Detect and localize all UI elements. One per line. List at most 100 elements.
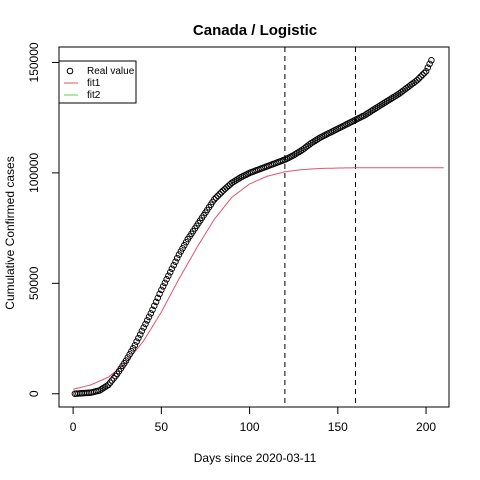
real-value-point: [142, 320, 149, 328]
real-value-point: [218, 189, 225, 196]
real-value-point: [313, 136, 320, 144]
real-value-point: [378, 101, 386, 108]
real-value-point: [415, 75, 423, 82]
real-value-point: [315, 135, 322, 142]
x-tick-label: 100: [240, 420, 260, 434]
y-axis-label: Cumulative Confirmed cases: [3, 156, 17, 309]
real-value-point: [426, 60, 433, 68]
real-value-point: [311, 137, 319, 145]
y-axis: 0 50000 100000 150000: [27, 42, 60, 397]
real-value-point: [295, 148, 303, 156]
real-value-point: [392, 92, 400, 99]
real-value-point: [382, 98, 389, 106]
real-value-point: [292, 150, 299, 158]
real-value-point: [383, 97, 391, 105]
fit-lines: [72, 167, 444, 390]
real-value-point: [380, 100, 387, 107]
real-value-point: [175, 251, 183, 258]
legend-marker-real-value: [66, 67, 74, 75]
chart-title: Canada / Logistic: [193, 22, 317, 39]
real-value-point: [126, 351, 133, 358]
y-tick-label: 150000: [27, 42, 41, 82]
real-value-point: [152, 298, 160, 306]
real-value-point: [362, 111, 370, 118]
real-value-point: [211, 196, 218, 203]
x-tick-label: 200: [416, 420, 436, 434]
real-value-point: [136, 331, 144, 338]
real-value-point: [369, 106, 377, 114]
real-value-point: [376, 102, 384, 109]
y-tick-label: 50000: [27, 266, 41, 300]
real-value-point: [228, 179, 236, 187]
x-tick-label: 150: [328, 420, 348, 434]
x-axis-label: Days since 2020-03-11: [194, 451, 317, 465]
real-value-point: [419, 71, 426, 79]
real-value-point: [99, 384, 107, 392]
real-value-point: [181, 242, 188, 249]
real-value-point: [230, 178, 237, 185]
real-value-point: [368, 107, 375, 115]
real-value-point: [110, 375, 117, 382]
real-value-point: [103, 382, 110, 390]
real-value-point: [290, 151, 297, 159]
real-value-point: [143, 317, 151, 324]
real-value-point: [156, 290, 163, 298]
real-value-point: [422, 68, 430, 75]
real-value-point: [424, 64, 432, 71]
x-tick-label: 0: [70, 420, 77, 434]
real-value-point: [361, 112, 368, 119]
real-value-point: [124, 354, 132, 361]
real-value-point: [96, 387, 103, 394]
real-value-point: [154, 294, 162, 302]
real-value-point: [98, 386, 105, 393]
real-value-point: [149, 306, 156, 314]
real-value-point: [182, 238, 190, 246]
real-value-point: [101, 383, 109, 391]
real-value-point: [170, 261, 177, 269]
x-axis: 0 50 100 150 200: [70, 406, 436, 434]
real-value-point: [387, 95, 395, 103]
y-tick-label: 0: [27, 390, 41, 397]
real-value-point: [135, 334, 142, 342]
real-value-point: [129, 345, 137, 352]
real-value-point: [159, 283, 167, 290]
real-value-point: [105, 381, 112, 389]
real-value-point: [309, 138, 317, 146]
real-value-point: [232, 177, 239, 184]
real-value-point: [168, 265, 176, 272]
real-value-point: [391, 93, 398, 100]
legend: Real value fit1 fit2: [58, 60, 137, 104]
real-value-point: [173, 254, 181, 262]
legend-label-fit2: fit2: [87, 90, 101, 101]
series-line-fit1: [72, 167, 444, 390]
real-value-point: [235, 175, 243, 182]
x-tick-label: 50: [155, 420, 169, 434]
real-value-point: [233, 176, 241, 183]
real-value-point: [172, 258, 179, 265]
real-value-point: [151, 302, 158, 310]
real-value-point: [385, 96, 393, 104]
real-value-point: [163, 276, 170, 283]
real-value-point: [375, 103, 382, 110]
real-value-point: [417, 73, 425, 80]
reference-lines: [284, 47, 356, 407]
real-value-point: [161, 279, 169, 287]
real-value-point: [212, 194, 220, 201]
real-value-point: [214, 192, 222, 200]
real-value-point: [133, 338, 140, 345]
real-value-point: [389, 94, 396, 102]
real-value-point: [145, 313, 153, 321]
real-value-point: [138, 327, 146, 335]
real-value-point: [293, 149, 301, 157]
real-value-point: [140, 324, 147, 331]
real-value-point: [413, 76, 421, 84]
legend-label-fit1: fit1: [87, 78, 101, 89]
real-value-point: [147, 310, 155, 317]
real-value-point: [131, 341, 139, 349]
y-tick-label: 100000: [27, 153, 41, 193]
real-value-point: [122, 357, 130, 364]
real-value-point: [216, 190, 223, 198]
real-value-point: [158, 286, 165, 294]
real-value-points: [71, 57, 435, 397]
